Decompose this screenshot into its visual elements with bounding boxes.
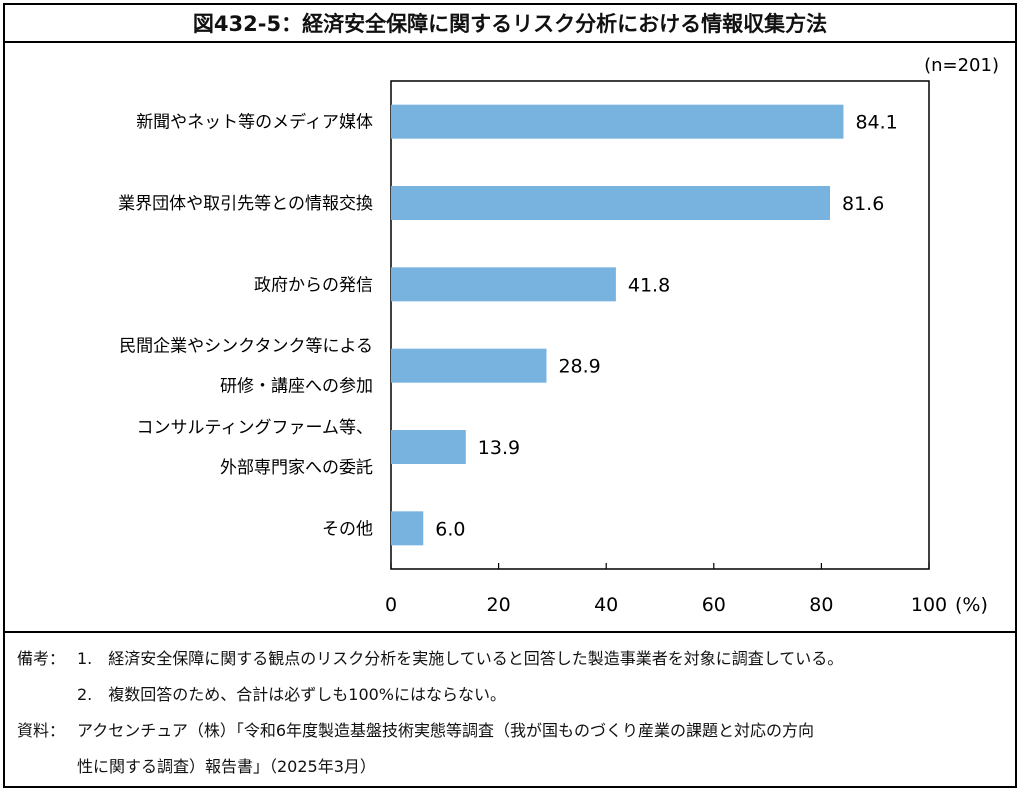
notes-area: 備考： 1. 経済安全保障に関する観点のリスク分析を実施していると回答した製造事… xyxy=(5,631,1015,786)
bar-chart: (n=201) 84.1 新聞やネット等のメディア媒体 81.6 業界団体や取引先等との… xyxy=(118,55,999,616)
value-label-4: 28.9 xyxy=(558,356,600,378)
category-label-3-1: 政府からの発信 xyxy=(254,275,373,295)
plot-frame xyxy=(390,80,930,570)
bar-5 xyxy=(391,430,466,464)
value-label-2: 81.6 xyxy=(842,193,884,215)
value-label-3: 41.8 xyxy=(628,274,670,296)
x-tick-label-40: 40 xyxy=(594,594,618,616)
bar-4 xyxy=(391,348,547,383)
x-tick-label-20: 20 xyxy=(487,594,511,616)
bar-1 xyxy=(391,104,844,139)
value-label-6: 6.0 xyxy=(435,518,465,540)
x-unit-label: (%) xyxy=(955,594,988,616)
bar-6 xyxy=(391,511,424,546)
category-label-1-1: 新聞やネット等のメディア媒体 xyxy=(136,112,373,133)
source-line-2: 性に関する調査）報告書」（2025年3月） xyxy=(77,757,376,776)
x-tick-label-0: 0 xyxy=(385,594,397,616)
value-label-5: 13.9 xyxy=(478,437,520,459)
notes-label: 備考： xyxy=(17,649,66,668)
category-label-5-2: 外部専門家への委託 xyxy=(220,458,373,478)
sample-size-note: (n=201) xyxy=(924,55,999,76)
chart-area: (n=201) 84.1 新聞やネット等のメディア媒体 81.6 業界団体や取引先等との… xyxy=(5,41,1015,631)
x-tick-label-60: 60 xyxy=(702,594,726,616)
bar-3 xyxy=(391,267,616,302)
category-label-6-1: その他 xyxy=(322,519,373,539)
source-label: 資料： xyxy=(17,721,66,740)
x-tick-label-100: 100 xyxy=(911,594,947,616)
category-label-4-2: 研修・講座への参加 xyxy=(220,377,373,397)
category-label-2-1: 業界団体や取引先等との情報交換 xyxy=(118,194,373,214)
value-label-1: 84.1 xyxy=(855,112,897,134)
note-item-2: 2. 複数回答のため、合計は必ずしも100%にはならない。 xyxy=(77,685,507,704)
source-line-1: アクセンチュア（株）「令和6年度製造基盤技術実態等調査（我が国ものづくり産業の課… xyxy=(77,721,815,740)
category-label-4-1: 民間企業やシンクタンク等による xyxy=(119,337,373,357)
figure-frame: 図432-5：経済安全保障に関するリスク分析における情報収集方法 (n=201)… xyxy=(3,3,1017,788)
figure-title: 図432-5：経済安全保障に関するリスク分析における情報収集方法 xyxy=(5,5,1015,43)
category-label-5-1: コンサルティングファーム等、 xyxy=(137,418,373,438)
x-tick-label-80: 80 xyxy=(809,594,833,616)
note-item-1: 1. 経済安全保障に関する観点のリスク分析を実施していると回答した製造事業者を対… xyxy=(77,649,844,668)
bar-2 xyxy=(391,186,831,220)
